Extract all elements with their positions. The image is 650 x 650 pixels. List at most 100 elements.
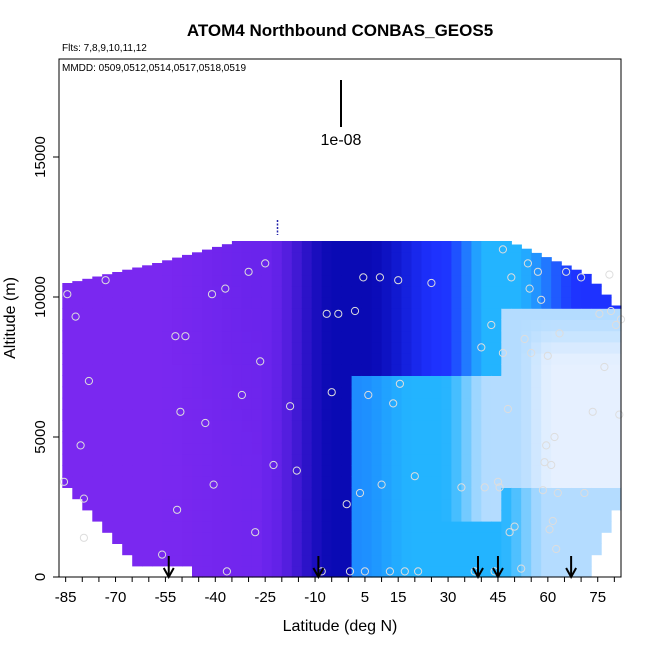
heatmap-cell: [351, 509, 363, 522]
heatmap-cell: [521, 487, 532, 500]
heatmap-cell: [381, 330, 393, 343]
heatmap-cell: [511, 330, 522, 343]
heatmap-cell: [231, 397, 243, 410]
heatmap-cell: [581, 273, 592, 276]
heatmap-cell: [611, 364, 622, 376]
heatmap-cell: [182, 263, 193, 276]
heatmap-cell: [371, 453, 383, 466]
heatmap-cell: [281, 476, 293, 488]
heatmap-cell: [122, 498, 133, 511]
heatmap-cell: [122, 269, 133, 276]
heatmap-cell: [162, 274, 173, 287]
heatmap-cell: [521, 442, 532, 455]
heatmap-cell: [192, 554, 203, 567]
heatmap-cell: [261, 465, 273, 477]
heatmap-cell: [192, 420, 203, 432]
heatmap-cell: [162, 263, 173, 276]
heatmap-cell: [182, 375, 193, 388]
heatmap-cell: [192, 442, 203, 455]
heatmap-cell: [311, 263, 323, 276]
heatmap-cell: [571, 285, 582, 298]
heatmap-cell: [122, 341, 133, 354]
heatmap-cell: [142, 353, 153, 365]
heatmap-cell: [221, 364, 233, 376]
heatmap-cell: [451, 241, 462, 253]
heatmap-cell: [371, 263, 383, 276]
heatmap-cell: [361, 252, 373, 264]
heatmap-cell: [531, 409, 542, 421]
heatmap-cell: [551, 364, 562, 376]
heatmap-cell: [371, 431, 383, 444]
heatmap-cell: [561, 308, 572, 320]
heatmap-cell: [82, 364, 93, 376]
heatmap-cell: [221, 308, 233, 320]
heatmap-cell: [82, 442, 93, 455]
heatmap-cell: [271, 565, 283, 578]
heatmap-cell: [451, 308, 462, 320]
heatmap-cell: [311, 308, 323, 320]
heatmap-cell: [441, 420, 452, 432]
heatmap-cell: [142, 521, 153, 533]
heatmap-cell: [291, 330, 303, 343]
heatmap-cell: [541, 420, 552, 432]
heatmap-cell: [251, 554, 263, 567]
heatmap-cell: [391, 341, 403, 354]
heatmap-cell: [411, 442, 423, 455]
heatmap-cell: [451, 285, 462, 298]
heatmap-cell: [241, 375, 253, 388]
heatmap-cell: [481, 420, 492, 432]
heatmap-cell: [82, 431, 93, 444]
heatmap-cell: [182, 308, 193, 320]
heatmap-cell: [441, 453, 452, 466]
heatmap-cell: [411, 397, 423, 410]
heatmap-cell: [351, 274, 363, 287]
sample-point: [158, 550, 167, 559]
heatmap-cell: [581, 565, 592, 578]
heatmap-cell: [261, 453, 273, 466]
heatmap-cell: [62, 386, 73, 399]
heatmap-cell: [381, 319, 393, 332]
heatmap-cell: [381, 554, 393, 567]
heatmap-cell: [142, 386, 153, 399]
heatmap-cell: [172, 532, 183, 544]
heatmap-cell: [341, 420, 353, 432]
heatmap-cell: [561, 532, 572, 544]
heatmap-cell: [461, 521, 472, 533]
heatmap-cell: [441, 274, 452, 287]
heatmap-cell: [132, 319, 143, 332]
heatmap-cell: [501, 308, 512, 320]
heatmap-cell: [441, 498, 452, 511]
heatmap-cell: [601, 509, 612, 522]
heatmap-cell: [92, 297, 103, 309]
heatmap: [62, 241, 622, 578]
heatmap-cell: [481, 431, 492, 444]
heatmap-cell: [431, 263, 442, 276]
heatmap-cell: [501, 274, 512, 287]
heatmap-cell: [541, 263, 552, 276]
heatmap-cell: [421, 532, 433, 544]
heatmap-cell: [261, 308, 273, 320]
heatmap-cell: [92, 397, 103, 410]
heatmap-cell: [441, 509, 452, 522]
heatmap-cell: [82, 341, 93, 354]
heatmap-cell: [261, 263, 273, 276]
heatmap-cell: [92, 476, 103, 488]
heatmap-cell: [92, 341, 103, 354]
sample-point: [487, 320, 496, 330]
heatmap-cell: [192, 308, 203, 320]
heatmap-cell: [341, 498, 353, 511]
heatmap-cell: [122, 386, 133, 399]
sample-point: [537, 295, 546, 304]
heatmap-cell: [591, 420, 602, 432]
heatmap-cell: [361, 263, 373, 276]
heatmap-cell: [511, 465, 522, 477]
heatmap-cell: [182, 465, 193, 477]
heatmap-cell: [501, 397, 512, 410]
heatmap-cell: [311, 554, 323, 567]
heatmap-cell: [331, 330, 343, 343]
heatmap-cell: [271, 420, 283, 432]
heatmap-cell: [212, 487, 223, 500]
heatmap-cell: [441, 308, 452, 320]
heatmap-cell: [102, 465, 113, 477]
heatmap-cell: [511, 476, 522, 488]
